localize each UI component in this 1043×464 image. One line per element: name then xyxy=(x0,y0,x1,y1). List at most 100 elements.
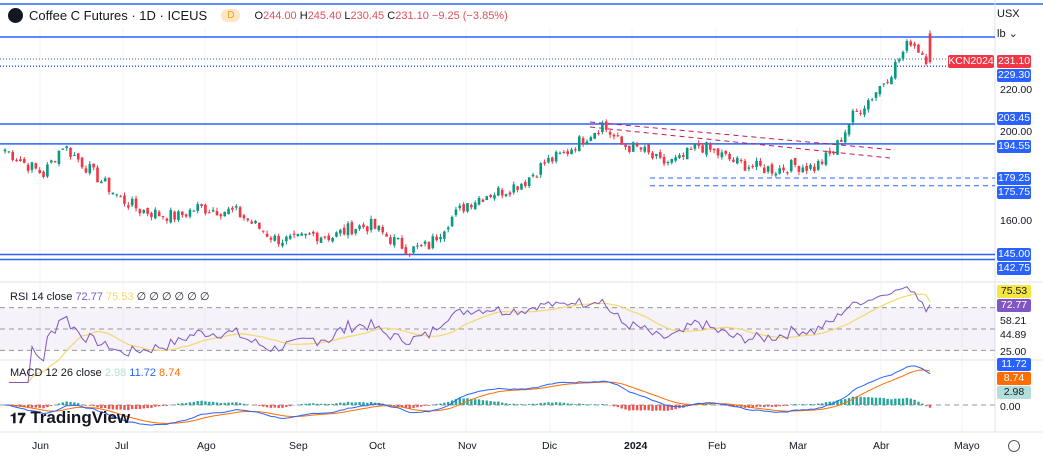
macd-histogram-bar xyxy=(208,401,211,405)
candle-body xyxy=(616,135,620,137)
macd-histogram-bar xyxy=(539,402,542,405)
last-price-label: 231.10 xyxy=(997,55,1031,68)
level-label: 175.75 xyxy=(997,186,1031,199)
coffee-logo-icon xyxy=(8,8,23,23)
macd-histogram-bar xyxy=(867,397,870,405)
interval-badge[interactable]: D xyxy=(221,9,241,22)
candle-body xyxy=(859,112,862,114)
candle-body xyxy=(146,208,149,214)
time-label: Sep xyxy=(289,440,308,452)
macd-histogram-bar xyxy=(393,405,396,407)
hist-value-label: 2.98 xyxy=(997,386,1031,399)
candle-body xyxy=(836,140,839,155)
macd-histogram-bar xyxy=(585,404,589,405)
candle-body xyxy=(770,164,774,174)
macd-value-label: 11.72 xyxy=(997,358,1031,371)
macd-histogram-bar xyxy=(65,401,68,405)
macd-histogram-bar xyxy=(913,399,916,405)
candle-body xyxy=(69,147,72,157)
candle-body xyxy=(624,144,627,148)
candle-body xyxy=(635,143,639,147)
candle-body xyxy=(404,247,408,255)
macd-histogram-bar xyxy=(828,401,831,405)
macd-histogram-bar xyxy=(547,402,550,405)
macd-histogram-bar xyxy=(524,404,527,405)
candle-body xyxy=(813,166,816,171)
candle-body xyxy=(250,221,253,224)
candle-body xyxy=(870,99,874,101)
candle-body xyxy=(207,212,211,214)
candle-body xyxy=(123,195,126,204)
candle-body xyxy=(920,53,924,55)
candle-body xyxy=(188,209,192,217)
macd-histogram-bar xyxy=(219,402,223,405)
macd-histogram-bar xyxy=(736,405,739,407)
candle-body xyxy=(651,152,654,159)
macd-histogram-bar xyxy=(747,405,751,408)
time-label: Abr xyxy=(873,440,890,452)
macd-histogram-bar xyxy=(612,405,616,407)
macd-histogram-bar xyxy=(61,402,65,405)
candle-body xyxy=(628,145,631,152)
candle-body xyxy=(497,187,500,196)
candle-body xyxy=(516,186,519,190)
macd-histogram-bar xyxy=(400,405,404,408)
macd-histogram-bar xyxy=(50,405,53,406)
macd-histogram-bar xyxy=(905,397,909,405)
macd-histogram-bar xyxy=(408,405,411,409)
macd-histogram-bar xyxy=(416,405,419,408)
tradingview-logo[interactable]: 𝟏𝟕 TradingView xyxy=(10,408,131,427)
candle-body xyxy=(450,216,454,227)
macd-histogram-bar xyxy=(886,398,889,405)
candle-body xyxy=(323,236,327,238)
candle-body xyxy=(909,41,913,46)
macd-histogram-bar xyxy=(26,405,30,408)
macd-histogram-bar xyxy=(196,401,199,405)
candle-body xyxy=(666,162,670,164)
symbol-title[interactable]: Coffee C Futures · 1D · ICEUS xyxy=(29,8,208,23)
candle-body xyxy=(292,233,296,235)
candle-body xyxy=(512,184,516,193)
time-label: Jul xyxy=(115,440,129,452)
macd-histogram-bar xyxy=(119,405,122,410)
macd-histogram-bar xyxy=(535,403,539,405)
macd-histogram-bar xyxy=(130,405,134,410)
candle-body xyxy=(431,236,435,249)
candle-body xyxy=(762,167,766,173)
candle-body xyxy=(774,173,778,176)
macd-histogram-bar xyxy=(890,399,893,405)
macd-histogram-bar xyxy=(289,405,292,407)
candle-body xyxy=(196,204,200,211)
level-label: 229.30 xyxy=(997,69,1031,82)
candle-body xyxy=(96,167,99,183)
candle-body xyxy=(531,174,535,177)
candle-body xyxy=(458,205,462,209)
settings-gear-icon[interactable] xyxy=(1008,440,1020,452)
macd-histogram-bar xyxy=(92,405,95,406)
candle-body xyxy=(392,237,396,246)
candle-body xyxy=(53,161,57,163)
candle-body xyxy=(130,198,134,206)
symbol-tag: KCN2024 xyxy=(948,55,994,68)
candle-body xyxy=(30,162,34,170)
macd-histogram-bar xyxy=(643,405,646,411)
candle-body xyxy=(408,254,411,256)
macd-histogram-bar xyxy=(46,405,49,408)
candle-body xyxy=(80,157,84,168)
rsi-tick: 58.21 xyxy=(1000,315,1027,327)
rsi-ma-label: 75.53 xyxy=(997,285,1031,298)
candle-body xyxy=(165,218,169,221)
candle-body xyxy=(466,203,469,212)
currency-select[interactable]: USX ⌄ xyxy=(997,8,1031,33)
candle-body xyxy=(416,245,419,247)
candle-body xyxy=(308,233,311,235)
candle-body xyxy=(312,231,315,234)
candle-body xyxy=(26,164,30,171)
unit-select[interactable]: lb ⌄ xyxy=(997,27,1031,45)
macd-histogram-bar xyxy=(30,405,34,408)
macd-histogram-bar xyxy=(354,402,357,405)
macd-histogram-bar xyxy=(319,403,323,405)
candle-body xyxy=(924,56,928,65)
